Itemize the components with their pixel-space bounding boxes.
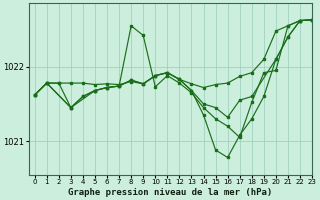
X-axis label: Graphe pression niveau de la mer (hPa): Graphe pression niveau de la mer (hPa)	[68, 188, 273, 197]
